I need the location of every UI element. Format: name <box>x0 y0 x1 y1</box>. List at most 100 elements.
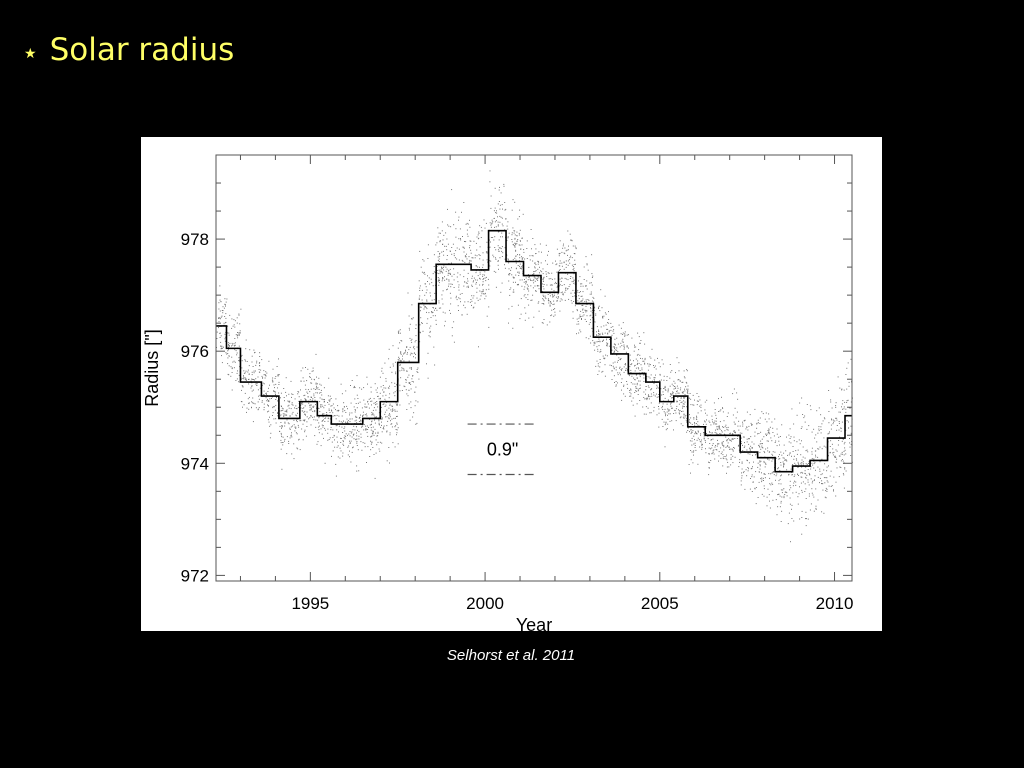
scatter-point <box>314 399 316 401</box>
scatter-point <box>559 300 561 302</box>
scatter-point <box>372 414 374 416</box>
scatter-point <box>519 267 521 269</box>
scatter-point <box>375 452 377 454</box>
scatter-point <box>280 448 282 450</box>
scatter-point <box>318 432 320 434</box>
scatter-point <box>363 399 365 401</box>
scatter-point <box>543 277 545 279</box>
scatter-point <box>591 312 593 314</box>
scatter-point <box>756 423 758 425</box>
scatter-point <box>319 401 321 403</box>
scatter-point <box>497 203 499 205</box>
scatter-point <box>229 342 231 344</box>
scatter-point <box>248 378 250 380</box>
scatter-point <box>789 452 791 454</box>
scatter-point <box>479 246 481 248</box>
scatter-point <box>779 458 781 460</box>
scatter-point <box>501 246 503 248</box>
scatter-point <box>721 441 723 443</box>
scatter-point <box>437 251 439 252</box>
scatter-point <box>305 398 306 400</box>
scatter-point <box>468 262 470 264</box>
scatter-point <box>479 273 481 275</box>
scatter-point <box>360 441 362 443</box>
scatter-point <box>307 396 309 398</box>
scatter-point <box>733 447 734 448</box>
scatter-point <box>811 492 813 494</box>
scatter-point <box>830 399 832 401</box>
scatter-point <box>409 383 411 384</box>
scatter-point <box>277 415 279 417</box>
scatter-point <box>833 490 834 492</box>
scatter-point <box>758 445 760 447</box>
scatter-point <box>438 300 440 302</box>
scatter-point <box>406 370 408 372</box>
scatter-point <box>762 447 764 449</box>
scatter-point <box>533 277 535 279</box>
scatter-point <box>449 268 451 270</box>
scatter-point <box>236 372 238 374</box>
scatter-point <box>437 259 439 261</box>
scatter-point <box>801 462 803 464</box>
scatter-point <box>370 427 372 429</box>
scatter-point <box>635 374 637 376</box>
scatter-point <box>423 272 425 274</box>
scatter-point <box>718 443 720 445</box>
scatter-point <box>778 493 780 495</box>
scatter-point <box>830 424 832 426</box>
scatter-point <box>306 391 308 393</box>
scatter-point <box>676 391 678 393</box>
scatter-point <box>259 387 261 389</box>
scatter-point <box>842 400 844 402</box>
scatter-point <box>284 425 286 427</box>
scatter-point <box>703 428 705 430</box>
scatter-point <box>732 449 734 451</box>
scatter-point <box>821 483 822 485</box>
scatter-point <box>841 403 843 405</box>
scatter-point <box>839 466 841 468</box>
scatter-point <box>323 399 325 400</box>
scatter-point <box>835 402 837 404</box>
scatter-point <box>415 324 417 326</box>
scatter-point <box>419 295 421 297</box>
scatter-point <box>759 461 761 463</box>
scatter-point <box>482 275 484 277</box>
scatter-point <box>297 406 299 408</box>
scatter-point <box>511 274 513 276</box>
scatter-point <box>610 322 612 324</box>
scatter-point <box>656 386 658 388</box>
scatter-point <box>491 219 493 221</box>
scatter-point <box>739 432 741 434</box>
scatter-point <box>351 418 353 420</box>
scatter-point <box>634 364 636 366</box>
scatter-point <box>483 293 484 295</box>
scatter-point <box>290 434 292 436</box>
scatter-point <box>366 431 368 433</box>
scatter-point <box>687 391 689 393</box>
scatter-point <box>730 464 732 466</box>
scatter-point <box>694 442 696 444</box>
scatter-point <box>659 366 661 368</box>
scatter-point <box>245 339 247 341</box>
scatter-point <box>751 447 753 449</box>
scatter-point <box>295 432 297 434</box>
scatter-point <box>369 456 371 457</box>
scatter-point <box>843 389 845 391</box>
scatter-point <box>458 259 460 261</box>
scatter-point <box>574 292 576 294</box>
scatter-point <box>722 465 724 467</box>
scatter-point <box>371 420 373 422</box>
scatter-point <box>782 457 784 459</box>
scatter-point <box>358 417 360 419</box>
scatter-point <box>505 208 507 210</box>
scatter-point <box>578 332 580 334</box>
scatter-point <box>788 441 790 443</box>
scatter-point <box>291 402 293 404</box>
scatter-point <box>253 379 255 380</box>
scatter-point <box>347 454 349 456</box>
scatter-point <box>515 244 517 246</box>
scatter-point <box>612 365 614 367</box>
scatter-point <box>343 444 345 446</box>
scatter-point <box>766 440 768 442</box>
scatter-point <box>639 342 641 344</box>
